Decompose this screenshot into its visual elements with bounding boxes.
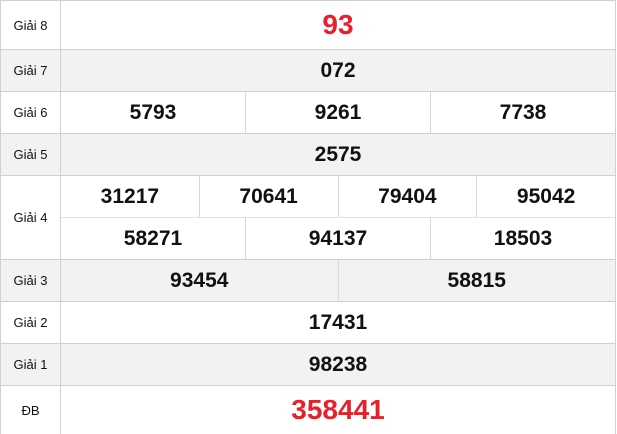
prize-number: 70641 bbox=[198, 176, 338, 217]
prize-row-1: Giải 1 98238 bbox=[1, 344, 615, 386]
prize-row-2: Giải 2 17431 bbox=[1, 302, 615, 344]
prize-row-5: Giải 5 2575 bbox=[1, 134, 615, 176]
prize-label: Giải 4 bbox=[1, 176, 61, 259]
prize-number: 93 bbox=[322, 9, 354, 40]
prize-row-6: Giải 6 5793 9261 7738 bbox=[1, 92, 615, 134]
prize-number: 79404 bbox=[337, 176, 477, 217]
prize-label: Giải 3 bbox=[1, 260, 61, 301]
prize-row-special: ĐB 358441 bbox=[1, 386, 615, 434]
special-prize-number: 358441 bbox=[291, 394, 385, 425]
prize-label: Giải 8 bbox=[1, 1, 61, 49]
prize-label: Giải 1 bbox=[1, 344, 61, 385]
prize-number: 2575 bbox=[314, 142, 362, 166]
prize-number: 17431 bbox=[308, 310, 368, 334]
prize-row-7: Giải 7 072 bbox=[1, 50, 615, 92]
prize-number: 072 bbox=[320, 58, 356, 82]
prize-number: 58815 bbox=[337, 260, 616, 301]
prize-number: 9261 bbox=[245, 92, 430, 133]
prize-number: 7738 bbox=[430, 92, 615, 133]
prize-label: Giải 5 bbox=[1, 134, 61, 175]
prize-number: 31217 bbox=[100, 184, 160, 208]
prize-number: 94137 bbox=[245, 218, 430, 259]
prize-number: 5793 bbox=[129, 100, 177, 124]
prize-label: Giải 7 bbox=[1, 50, 61, 91]
prize-label: Giải 6 bbox=[1, 92, 61, 133]
prize-row-8: Giải 8 93 bbox=[1, 1, 615, 50]
prize-number: 98238 bbox=[308, 352, 368, 376]
prize-number: 93454 bbox=[170, 268, 229, 292]
prize-row-4: Giải 4 31217 70641 79404 95042 58271 941… bbox=[1, 176, 615, 260]
prize-number: 95042 bbox=[476, 176, 615, 217]
prize-row-3: Giải 3 93454 58815 bbox=[1, 260, 615, 302]
prize-label: Giải 2 bbox=[1, 302, 61, 343]
prize-number: 58271 bbox=[123, 226, 183, 250]
prize-number: 18503 bbox=[430, 218, 615, 259]
prize-label: ĐB bbox=[1, 386, 61, 434]
